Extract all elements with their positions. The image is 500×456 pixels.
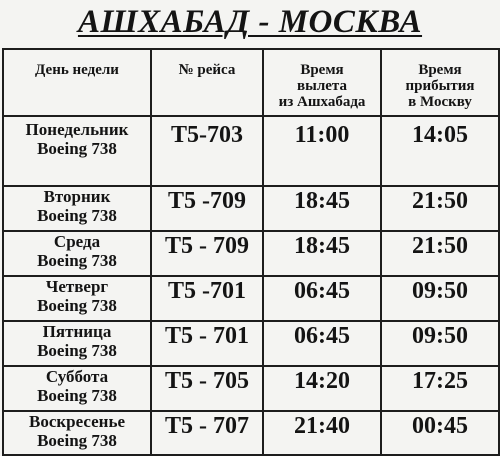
table-row: Воскресенье Boeing 738 T5 - 707 21:40 00… bbox=[2, 410, 500, 456]
aircraft-type: Boeing 738 bbox=[37, 139, 117, 158]
flight-number-cell: T5 - 707 bbox=[150, 410, 264, 456]
flight-number-cell: T5 -709 bbox=[150, 185, 264, 232]
table-row: Суббота Boeing 738 T5 - 705 14:20 17:25 bbox=[2, 365, 500, 412]
arrival-time-cell: 14:05 bbox=[380, 115, 500, 187]
header-departure-time: Время вылета из Ашхабада bbox=[262, 48, 382, 117]
table-row: Четверг Boeing 738 T5 -701 06:45 09:50 bbox=[2, 275, 500, 322]
day-name: Среда bbox=[53, 232, 101, 251]
table-row: Понедельник Boeing 738 T5-703 11:00 14:0… bbox=[2, 115, 500, 187]
day-cell: Пятница Boeing 738 bbox=[2, 320, 152, 367]
flight-schedule-table: День недели № рейса Время вылета из Ашха… bbox=[2, 48, 500, 456]
flight-number-cell: T5 - 705 bbox=[150, 365, 264, 412]
departure-time-cell: 21:40 bbox=[262, 410, 382, 456]
table-header-row: День недели № рейса Время вылета из Ашха… bbox=[2, 48, 500, 117]
day-cell: Воскресенье Boeing 738 bbox=[2, 410, 152, 456]
header-flight-number: № рейса bbox=[150, 48, 264, 117]
departure-time-cell: 14:20 bbox=[262, 365, 382, 412]
aircraft-type: Boeing 738 bbox=[37, 386, 117, 405]
day-cell: Четверг Boeing 738 bbox=[2, 275, 152, 322]
aircraft-type: Boeing 738 bbox=[37, 206, 117, 225]
day-cell: Суббота Boeing 738 bbox=[2, 365, 152, 412]
aircraft-type: Boeing 738 bbox=[37, 341, 117, 360]
day-name: Пятница bbox=[42, 322, 112, 341]
day-name: Суббота bbox=[45, 367, 109, 386]
arrival-time-cell: 21:50 bbox=[380, 230, 500, 277]
day-name: Воскресенье bbox=[28, 412, 125, 431]
departure-time-cell: 18:45 bbox=[262, 185, 382, 232]
day-cell: Понедельник Boeing 738 bbox=[2, 115, 152, 187]
table-row: Пятница Boeing 738 T5 - 701 06:45 09:50 bbox=[2, 320, 500, 367]
aircraft-type: Boeing 738 bbox=[37, 431, 117, 450]
arrival-time-cell: 09:50 bbox=[380, 275, 500, 322]
arrival-time-cell: 17:25 bbox=[380, 365, 500, 412]
departure-time-cell: 18:45 bbox=[262, 230, 382, 277]
page-title: АШХАБАД - МОСКВА bbox=[77, 4, 423, 40]
day-name: Понедельник bbox=[25, 120, 129, 139]
departure-time-cell: 06:45 bbox=[262, 275, 382, 322]
aircraft-type: Boeing 738 bbox=[37, 251, 117, 270]
header-arrival-time: Время прибытия в Москву bbox=[380, 48, 500, 117]
flight-number-cell: T5-703 bbox=[150, 115, 264, 187]
arrival-time-cell: 21:50 bbox=[380, 185, 500, 232]
flight-number-cell: T5 -701 bbox=[150, 275, 264, 322]
departure-time-cell: 06:45 bbox=[262, 320, 382, 367]
header-day: День недели bbox=[2, 48, 152, 117]
table-row: Среда Boeing 738 T5 - 709 18:45 21:50 bbox=[2, 230, 500, 277]
day-name: Четверг bbox=[45, 277, 109, 296]
day-cell: Среда Boeing 738 bbox=[2, 230, 152, 277]
flight-number-cell: T5 - 701 bbox=[150, 320, 264, 367]
day-name: Вторник bbox=[43, 187, 111, 206]
departure-time-cell: 11:00 bbox=[262, 115, 382, 187]
table-row: Вторник Boeing 738 T5 -709 18:45 21:50 bbox=[2, 185, 500, 232]
aircraft-type: Boeing 738 bbox=[37, 296, 117, 315]
flight-number-cell: T5 - 709 bbox=[150, 230, 264, 277]
arrival-time-cell: 09:50 bbox=[380, 320, 500, 367]
arrival-time-cell: 00:45 bbox=[380, 410, 500, 456]
day-cell: Вторник Boeing 738 bbox=[2, 185, 152, 232]
